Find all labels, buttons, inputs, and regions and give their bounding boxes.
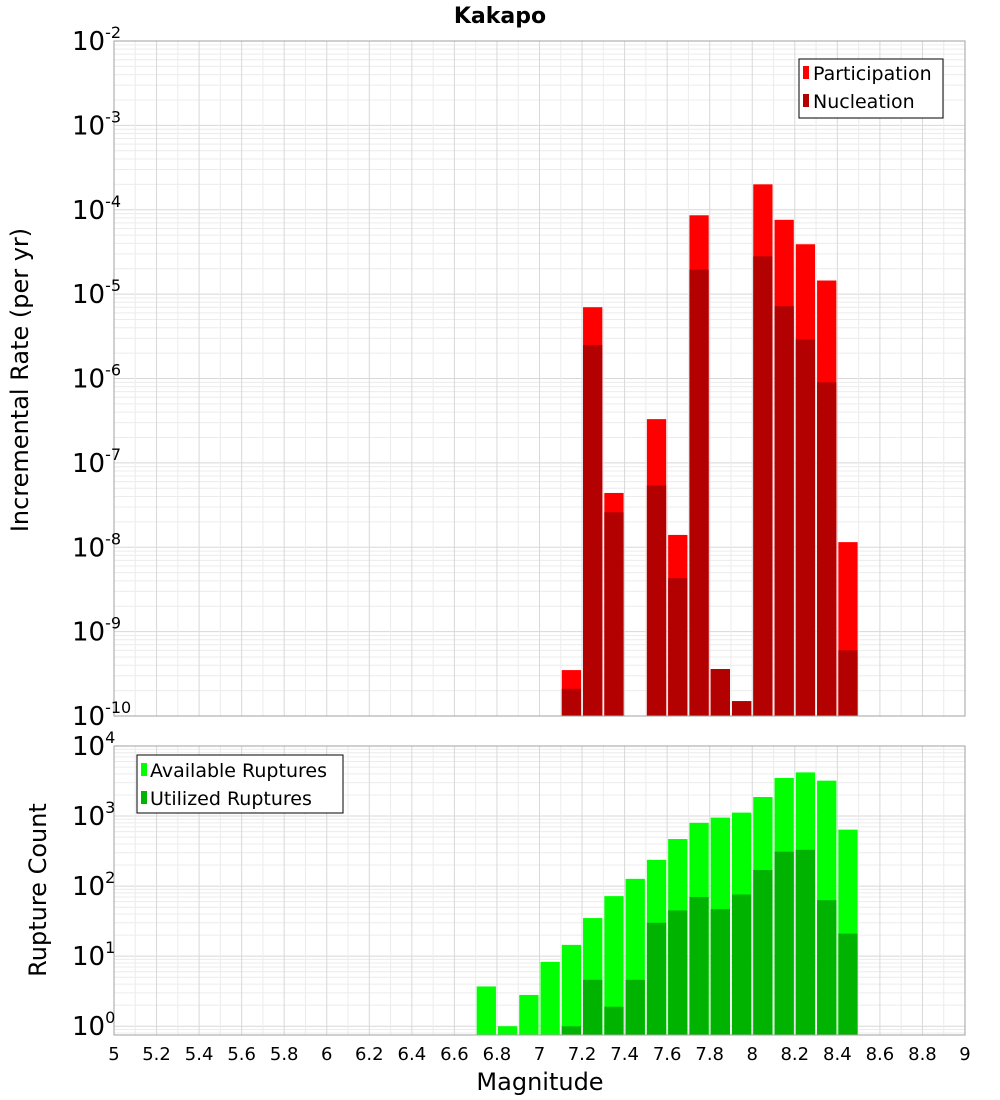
x-tick-label: 6.6	[440, 1044, 469, 1065]
x-tick-label: 7.8	[695, 1044, 724, 1065]
bottom-plot-panel: 100 101 102 103 104 5 5.2 5.4 5.6 5.8 6 6.2 6.4 6.6 6…	[24, 728, 971, 1096]
x-tick-label: 8.4	[823, 1044, 852, 1065]
legend-swatch-nucleation	[803, 94, 809, 107]
rate-bar-inner	[689, 269, 709, 716]
rate-bar-inner	[646, 485, 667, 716]
bottom-plot-border	[113, 745, 966, 1036]
count-bar-inner	[583, 979, 603, 1035]
top-ytick-label: 10-6	[72, 361, 121, 395]
legend-label-available: Available Ruptures	[150, 760, 327, 782]
x-tick-label: 6.4	[398, 1044, 427, 1065]
rate-bar-inner	[583, 344, 603, 716]
x-tick-label: 5.4	[185, 1044, 214, 1065]
count-bar-inner	[668, 910, 688, 1035]
count-bar-inner	[731, 894, 752, 1035]
top-ytick-label: 10-4	[72, 192, 121, 226]
count-bar-inner	[774, 851, 794, 1035]
top-y-ticks: 10-10 10-9 10-8 10-7 10-6 10-5 10-4 10-3 10-2	[72, 23, 131, 732]
rate-bar-inner	[668, 578, 688, 716]
count-bar-outer	[519, 994, 539, 1035]
top-plot-panel: 10-10 10-9 10-8 10-7 10-6 10-5 10-4 10-3 10-2 In…	[6, 23, 966, 732]
x-tick-label: 8.6	[866, 1044, 895, 1065]
bottom-y-ticks: 100 101 102 103 104	[72, 728, 115, 1042]
x-tick-label: 7.6	[653, 1044, 682, 1065]
legend-swatch-available	[141, 763, 147, 776]
x-tick-label: 7	[534, 1044, 545, 1065]
x-tick-label: 6.8	[483, 1044, 512, 1065]
top-ytick-label: 10-8	[72, 529, 121, 563]
x-tick-label: 5	[108, 1044, 119, 1065]
count-bar-outer	[540, 961, 560, 1035]
top-bars	[561, 184, 858, 717]
top-ytick-label: 10-2	[72, 23, 121, 57]
top-legend: Participation Nucleation	[798, 58, 944, 119]
legend-swatch-participation	[803, 66, 809, 79]
rate-bar-inner	[795, 339, 816, 716]
count-bar-inner	[646, 922, 667, 1035]
count-bar-inner	[817, 900, 837, 1035]
legend-swatch-utilized	[141, 791, 147, 804]
top-plot-border	[113, 40, 966, 717]
bottom-ytick-label: 102	[72, 868, 115, 902]
chart-title: Kakapo	[454, 4, 546, 29]
bottom-y-axis-label: Rupture Count	[24, 803, 52, 977]
top-ytick-label: 10-5	[72, 276, 121, 310]
rate-bar-inner	[710, 669, 730, 716]
rate-bar-inner	[731, 701, 752, 716]
top-legend-box	[798, 58, 944, 119]
rate-bar-inner	[753, 256, 773, 716]
count-bar-inner	[795, 849, 816, 1035]
x-tick-label: 5.6	[227, 1044, 256, 1065]
count-bar-inner	[838, 933, 858, 1035]
count-bar-outer	[561, 944, 582, 1035]
x-ticks: 5 5.2 5.4 5.6 5.8 6 6.2 6.4 6.6 6.8 7 7.2 7.4 7.6 7.8 8…	[108, 1044, 970, 1065]
count-bar-inner	[561, 1026, 582, 1035]
x-tick-label: 7.4	[610, 1044, 639, 1065]
x-tick-label: 6	[321, 1044, 332, 1065]
rate-bar-inner	[838, 650, 858, 716]
count-bar-inner	[689, 896, 709, 1035]
legend-label-utilized: Utilized Ruptures	[150, 788, 312, 810]
top-ytick-label: 10-10	[72, 698, 131, 732]
count-bar-inner	[753, 869, 773, 1035]
x-tick-label: 8	[747, 1044, 758, 1065]
x-tick-label: 8.2	[780, 1044, 809, 1065]
rate-bar-inner	[817, 382, 837, 716]
count-bar-outer	[604, 896, 624, 1035]
bottom-ytick-label: 100	[72, 1008, 115, 1042]
bottom-legend-box	[136, 754, 344, 814]
x-tick-label: 7.2	[568, 1044, 597, 1065]
top-y-axis-label: Incremental Rate (per yr)	[6, 228, 34, 532]
top-ytick-label: 10-9	[72, 614, 121, 648]
bottom-legend: Available Ruptures Utilized Ruptures	[136, 754, 344, 814]
legend-label-participation: Participation	[813, 63, 932, 85]
count-bar-outer	[497, 1026, 518, 1035]
legend-label-nucleation: Nucleation	[813, 91, 915, 113]
bottom-ytick-label: 104	[72, 728, 115, 762]
bottom-ytick-label: 103	[72, 798, 115, 832]
x-tick-label: 9	[959, 1044, 970, 1065]
count-bar-outer	[476, 986, 496, 1035]
bottom-bars	[476, 772, 858, 1035]
count-bar-inner	[625, 979, 645, 1035]
rate-bar-inner	[774, 306, 794, 716]
x-tick-label: 5.8	[270, 1044, 299, 1065]
x-tick-label: 5.2	[142, 1044, 171, 1065]
x-tick-label: 8.8	[908, 1044, 937, 1065]
rate-bar-inner	[561, 688, 582, 716]
count-bar-inner	[710, 909, 730, 1035]
bottom-ytick-label: 101	[72, 938, 115, 972]
top-ytick-label: 10-7	[72, 445, 121, 479]
x-tick-label: 6.2	[355, 1044, 384, 1065]
rate-bar-inner	[604, 512, 624, 716]
top-ytick-label: 10-3	[72, 107, 121, 141]
top-grid	[113, 40, 966, 717]
count-bar-inner	[604, 1006, 624, 1035]
x-axis-label: Magnitude	[476, 1068, 603, 1096]
